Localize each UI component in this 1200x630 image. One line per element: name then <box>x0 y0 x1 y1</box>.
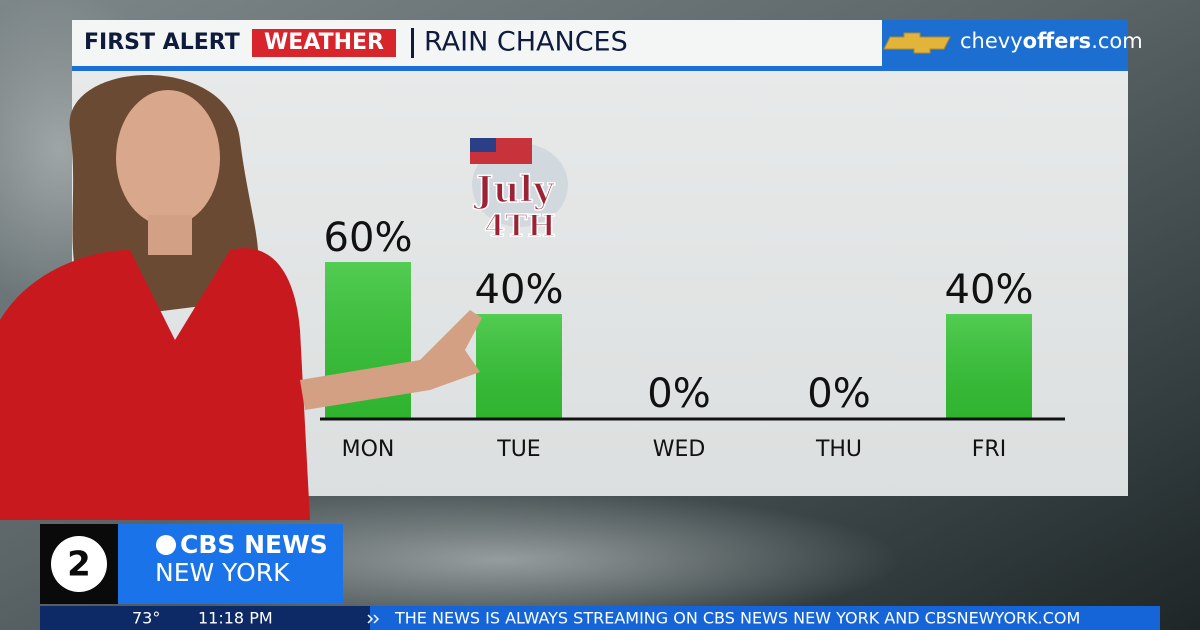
x-tick-label: MON <box>342 437 395 462</box>
station-box <box>118 524 343 604</box>
cbs-eye-small <box>156 535 176 555</box>
arm <box>300 310 482 410</box>
brand-badge: WEATHER <box>264 30 384 55</box>
sponsor-part: offers <box>1023 29 1092 53</box>
chart-title: RAIN CHANCES <box>424 27 628 58</box>
face <box>116 90 220 226</box>
annotation: 4TH <box>484 209 556 244</box>
dress <box>0 248 310 521</box>
bar <box>946 314 1032 418</box>
sponsor-part: .com <box>1091 29 1143 53</box>
ticker-arrows <box>367 614 380 624</box>
ticker-clock-box <box>40 606 370 630</box>
x-tick-label: FRI <box>972 437 1006 462</box>
neck <box>148 215 192 255</box>
clock: 11:18 PM <box>198 609 273 628</box>
sponsor-part: chevy <box>960 29 1023 53</box>
value-label: 60% <box>324 215 413 261</box>
x-tick-label: WED <box>653 437 706 462</box>
header-bar <box>72 20 882 66</box>
header-rule <box>72 66 1128 71</box>
channel-number: 2 <box>67 545 91 585</box>
holiday-graphic: July 4TH <box>470 138 568 245</box>
brand-badge-box <box>252 29 396 57</box>
value-label: 40% <box>945 267 1034 313</box>
brand: FIRST ALERT <box>84 30 240 55</box>
flag-canton <box>470 138 496 152</box>
network-name: CBS NEWS <box>180 530 328 559</box>
presenter <box>0 75 482 521</box>
value-label: 0% <box>647 371 710 417</box>
sponsor-text: chevyoffers.com <box>960 29 1143 53</box>
separator <box>411 28 414 58</box>
value-label: 0% <box>807 371 870 417</box>
value-label: 40% <box>475 267 564 313</box>
cbs-eye <box>51 536 107 592</box>
annotation: July <box>473 169 555 211</box>
x-tick-label: THU <box>815 437 862 462</box>
sponsor-logo <box>883 32 951 54</box>
temperature: 73° <box>132 609 160 628</box>
bar <box>476 314 562 418</box>
city-name: NEW YORK <box>155 558 290 587</box>
ticker-headline: THE NEWS IS ALWAYS STREAMING ON CBS NEWS… <box>394 609 1080 628</box>
x-tick-label: TUE <box>496 437 540 462</box>
